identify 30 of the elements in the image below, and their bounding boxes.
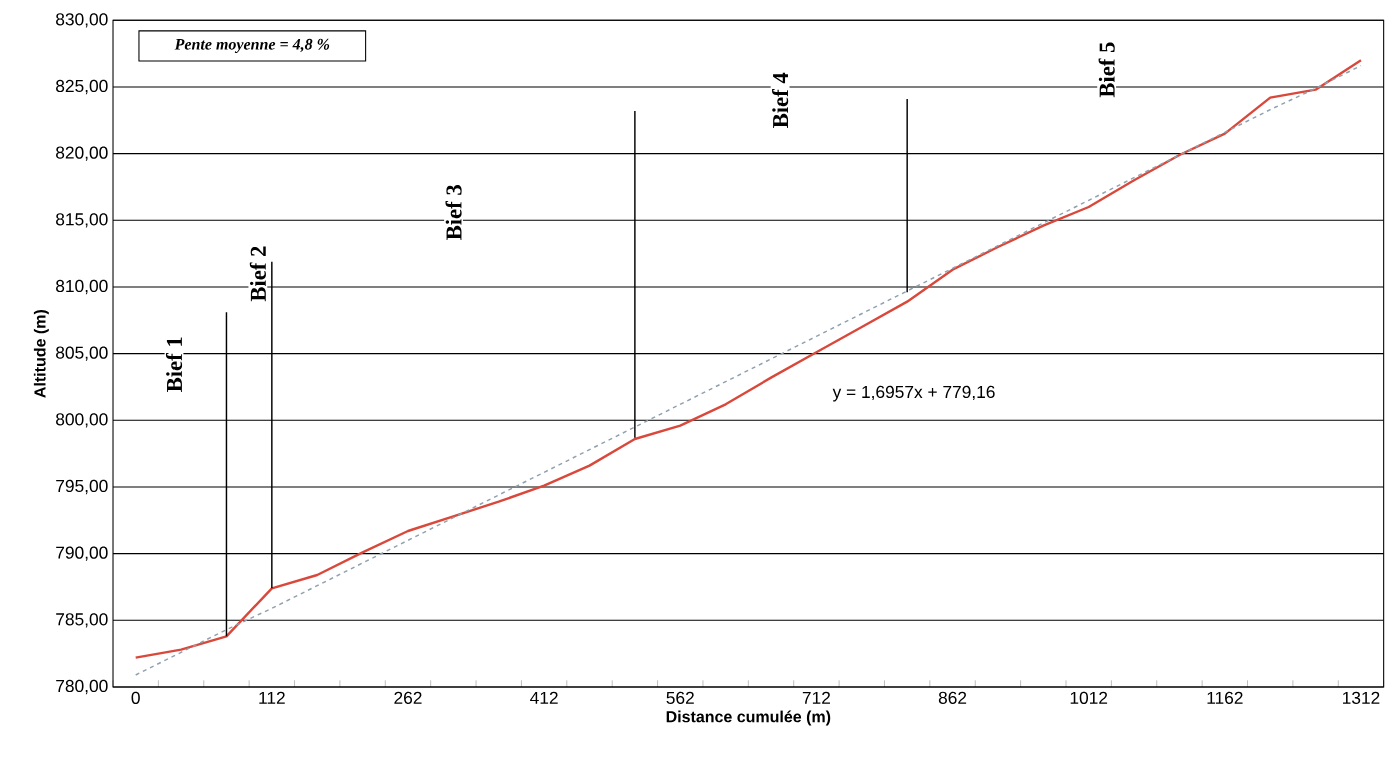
y-tick-label: 795,00 [56, 479, 108, 495]
x-tick-label: 862 [938, 691, 967, 704]
annotation: Pente moyenne = 4,8 % [174, 38, 330, 53]
x-tick-label: 112 [259, 691, 285, 704]
x-axis-title: Distance cumulée (m) [666, 710, 831, 726]
y-tick-label: 805,00 [56, 346, 108, 361]
annotation: Bief 2 [249, 246, 266, 302]
y-tick-label: 790,00 [56, 546, 108, 561]
y-axis-title: Altitude (m) [33, 310, 49, 398]
x-tick-label: 1012 [1070, 691, 1108, 704]
annotation: Bief 5 [1098, 42, 1115, 98]
x-tick-label: 1312 [1343, 691, 1380, 704]
x-tick-label: 262 [394, 691, 422, 704]
y-tick-label: 780,00 [56, 679, 108, 695]
x-tick-label: 1162 [1207, 691, 1243, 704]
y-tick-label: 825,00 [56, 79, 108, 95]
y-tick-label: 800,00 [56, 413, 108, 428]
y-tick-label: 810,00 [56, 279, 108, 295]
x-tick-label: 712 [802, 691, 830, 704]
annotation: Bief 3 [445, 185, 462, 240]
annotation: Bief 4 [772, 72, 789, 128]
y-tick-label: 815,00 [56, 213, 108, 228]
y-tick-label: 785,00 [56, 613, 108, 628]
annotation: Bief 1 [165, 337, 183, 392]
annotation: y = 1,6957x + 779,16 [832, 385, 995, 402]
y-tick-label: 820,00 [56, 146, 108, 161]
x-tick-label: 0 [131, 691, 140, 704]
y-tick-label: 830,00 [56, 13, 108, 28]
x-tick-label: 562 [666, 691, 694, 704]
x-tick-label: 412 [530, 691, 558, 704]
